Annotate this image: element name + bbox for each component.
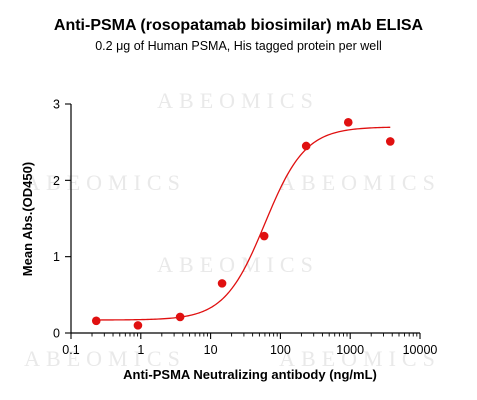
y-tick-label: 3 <box>53 98 60 112</box>
x-tick-label: 1000 <box>336 343 364 357</box>
x-tick-label: 1 <box>137 343 144 357</box>
data-point <box>91 316 101 326</box>
y-tick-label: 0 <box>53 327 60 341</box>
chart-subtitle: 0.2 μg of Human PSMA, His tagged protein… <box>95 39 382 53</box>
x-tick-label: 10 <box>204 343 218 357</box>
x-axis-title: Anti-PSMA Neutralizing antibody (ng/mL) <box>123 367 377 382</box>
chart-title: Anti-PSMA (rosopatamab biosimilar) mAb E… <box>54 17 424 34</box>
x-tick-label: 100 <box>270 343 291 357</box>
watermark-text: ABEOMICS <box>157 88 319 113</box>
watermark-text: ABEOMICS <box>24 346 186 371</box>
axes <box>70 104 420 334</box>
fit-curve <box>96 126 391 321</box>
watermark-text: ABEOMICS <box>279 346 441 371</box>
y-tick-label: 2 <box>53 174 60 188</box>
watermark-layer: ABEOMICS ABEOMICS ABEOMICS ABEOMICS ABEOMICS… <box>24 88 441 371</box>
x-tick-label: 10000 <box>403 343 438 357</box>
x-axis-ticks: 0.1 1 10 100 1000 10000 <box>62 333 437 357</box>
watermark-text: ABEOMICS <box>279 170 441 195</box>
y-axis-title: Mean Abs.(OD450) <box>20 162 35 276</box>
data-point <box>301 141 311 151</box>
data-point <box>217 279 227 288</box>
data-point <box>385 137 395 146</box>
data-point <box>259 231 269 241</box>
data-point <box>133 321 143 330</box>
data-point <box>175 312 185 322</box>
y-axis-ticks: 0 1 2 3 <box>53 98 71 341</box>
data-point <box>343 118 353 127</box>
watermark-text: ABEOMICS <box>157 252 319 277</box>
x-tick-label: 0.1 <box>62 343 79 357</box>
watermark-text: ABEOMICS <box>24 170 186 195</box>
y-tick-label: 1 <box>53 250 60 264</box>
data-points <box>91 118 395 330</box>
